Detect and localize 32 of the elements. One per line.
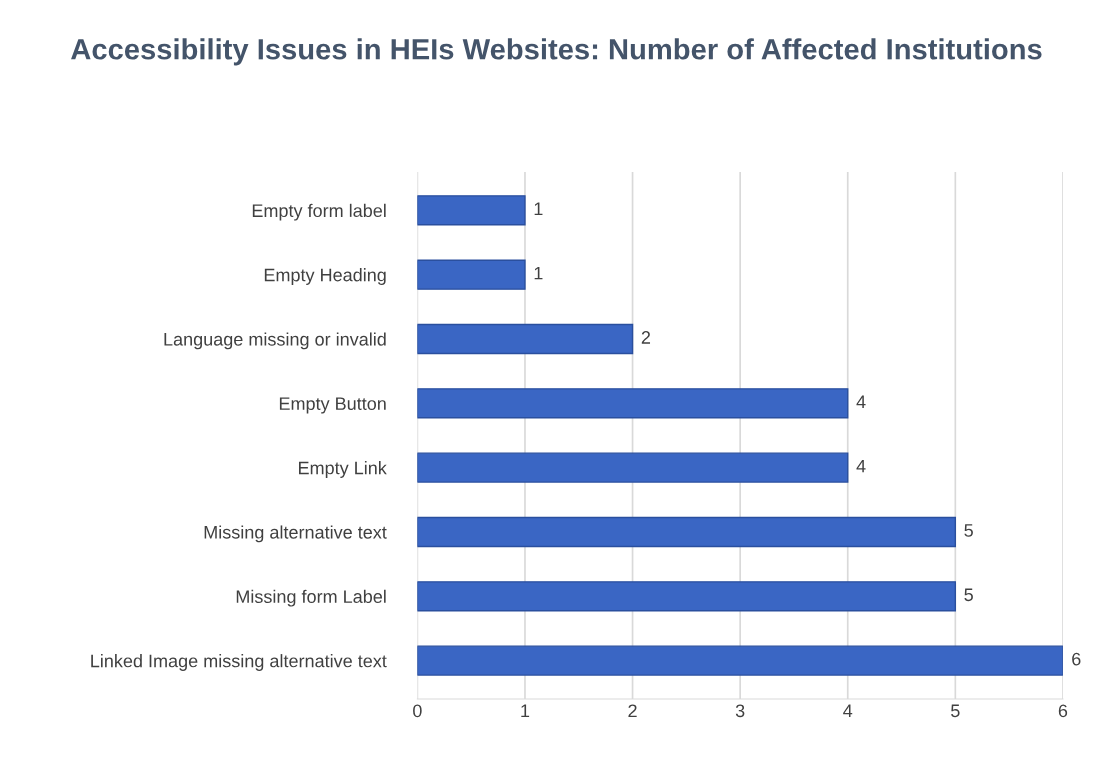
data-label: 5 [964, 524, 973, 537]
data-label: 1 [534, 202, 543, 215]
y-tick-label: Empty Heading [264, 268, 386, 285]
bar [417, 645, 1063, 676]
x-tick-label: 2 [628, 704, 637, 718]
x-tick-label: 0 [413, 704, 422, 718]
x-tick-label: 6 [1058, 704, 1068, 718]
x-tick-label: 3 [735, 704, 745, 718]
y-tick-label: Missing alternative text [204, 525, 387, 543]
bar [417, 516, 957, 548]
bar [417, 581, 957, 612]
y-tick-label: Empty Button [279, 397, 386, 414]
y-tick-label: Language missing or invalid [164, 332, 386, 350]
bar [417, 259, 526, 290]
data-label: 2 [641, 331, 651, 344]
x-tick-label: 5 [951, 704, 960, 718]
bar [417, 388, 849, 419]
y-tick-label: Empty Link [299, 461, 387, 478]
data-label: 4 [856, 459, 866, 473]
y-tick-label: Empty form label [252, 203, 386, 221]
data-label: 5 [964, 588, 973, 602]
bar [417, 323, 634, 355]
bar [417, 452, 849, 483]
chart-title: Accessibility Issues in HEIs Websites: Number of Affected Institutions [71, 38, 1042, 66]
data-label: 4 [856, 395, 866, 408]
y-tick-label: Linked Image missing alternative text [91, 654, 387, 671]
data-label: 1 [534, 266, 543, 280]
y-tick-label: Missing form Label [236, 589, 386, 607]
x-tick-label: 4 [843, 704, 853, 718]
data-label: 6 [1072, 652, 1081, 666]
bar [417, 195, 526, 226]
x-tick-label: 1 [521, 704, 530, 718]
